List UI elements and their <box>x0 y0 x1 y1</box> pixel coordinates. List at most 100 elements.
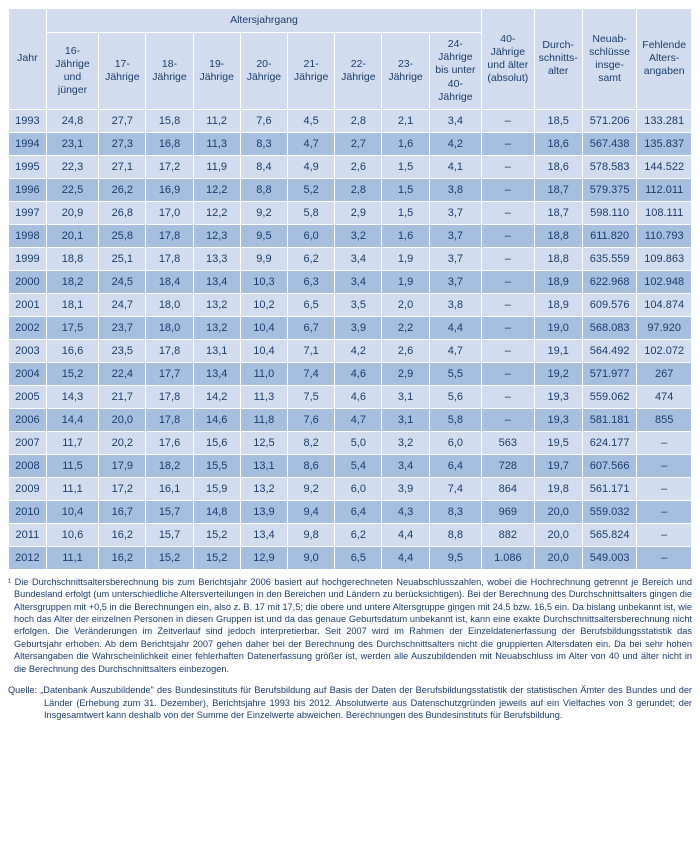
cell: 15,2 <box>193 546 240 569</box>
cell: 1,5 <box>382 201 429 224</box>
cell: 2002 <box>9 316 47 339</box>
cell: 24,8 <box>46 109 98 132</box>
cell: 578.583 <box>582 155 637 178</box>
cell: 3,2 <box>382 431 429 454</box>
cell: – <box>482 224 534 247</box>
cell: 1994 <box>9 132 47 155</box>
cell: 16,8 <box>146 132 193 155</box>
cell: 474 <box>637 385 692 408</box>
table-row: 201211,116,215,215,212,99,06,54,49,51.08… <box>9 546 692 569</box>
cell: 25,1 <box>99 247 146 270</box>
cell: 15,2 <box>193 523 240 546</box>
cell: 563 <box>482 431 534 454</box>
cell: 3,4 <box>335 270 382 293</box>
cell: – <box>482 362 534 385</box>
table-row: 200614,420,017,814,611,87,64,73,15,8–19,… <box>9 408 692 431</box>
cell: 3,9 <box>382 477 429 500</box>
cell: 109.863 <box>637 247 692 270</box>
cell: 3,5 <box>335 293 382 316</box>
cell: 635.559 <box>582 247 637 270</box>
cell: 11,9 <box>193 155 240 178</box>
cell: 3,1 <box>382 385 429 408</box>
cell: 27,3 <box>99 132 146 155</box>
table-row: 200316,623,517,813,110,47,14,22,64,7–19,… <box>9 339 692 362</box>
cell: 564.492 <box>582 339 637 362</box>
cell: 19,7 <box>534 454 582 477</box>
cell: 12,3 <box>193 224 240 247</box>
cell: 19,3 <box>534 408 582 431</box>
cell: 11,1 <box>46 546 98 569</box>
cell: 102.072 <box>637 339 692 362</box>
cell: 3,8 <box>429 178 481 201</box>
cell: 969 <box>482 500 534 523</box>
cell: 611.820 <box>582 224 637 247</box>
cell: – <box>482 155 534 178</box>
col-age-16: 16-Jährige und jünger <box>46 33 98 110</box>
cell: 13,2 <box>193 316 240 339</box>
cell: 3,7 <box>429 247 481 270</box>
cell: 3,4 <box>429 109 481 132</box>
cell: 571.977 <box>582 362 637 385</box>
cell: 8,8 <box>240 178 287 201</box>
cell: 3,7 <box>429 201 481 224</box>
cell: 882 <box>482 523 534 546</box>
cell: 10,2 <box>240 293 287 316</box>
cell: 16,6 <box>46 339 98 362</box>
cell: 15,2 <box>146 546 193 569</box>
table-row: 200514,321,717,814,211,37,54,63,15,6–19,… <box>9 385 692 408</box>
cell: 4,1 <box>429 155 481 178</box>
cell: 20,0 <box>534 546 582 569</box>
cell: – <box>637 477 692 500</box>
cell: 1993 <box>9 109 47 132</box>
cell: 2009 <box>9 477 47 500</box>
cell: 6,0 <box>288 224 335 247</box>
cell: 19,0 <box>534 316 582 339</box>
cell: 4,2 <box>429 132 481 155</box>
cell: 2004 <box>9 362 47 385</box>
cell: 2011 <box>9 523 47 546</box>
cell: 4,3 <box>382 500 429 523</box>
cell: 581.181 <box>582 408 637 431</box>
cell: 9,0 <box>288 546 335 569</box>
age-distribution-table: Jahr Altersjahrgang 40-Jährige und älter… <box>8 8 692 570</box>
cell: 133.281 <box>637 109 692 132</box>
cell: 19,2 <box>534 362 582 385</box>
cell: 25,8 <box>99 224 146 247</box>
cell: 571.206 <box>582 109 637 132</box>
cell: 4,4 <box>429 316 481 339</box>
cell: 2006 <box>9 408 47 431</box>
cell: 15,6 <box>193 431 240 454</box>
cell: 4,9 <box>288 155 335 178</box>
cell: – <box>637 546 692 569</box>
cell: 11,8 <box>240 408 287 431</box>
cell: 2,8 <box>335 109 382 132</box>
cell: 104.874 <box>637 293 692 316</box>
cell: 112.011 <box>637 178 692 201</box>
cell: 2,2 <box>382 316 429 339</box>
cell: 9,8 <box>288 523 335 546</box>
cell: 4,2 <box>335 339 382 362</box>
table-row: 201110,616,215,715,213,49,86,24,48,88822… <box>9 523 692 546</box>
cell: 23,5 <box>99 339 146 362</box>
cell: 598.110 <box>582 201 637 224</box>
cell: 17,8 <box>146 408 193 431</box>
cell: 15,2 <box>46 362 98 385</box>
col-40plus: 40-Jährige und älter (absolut) <box>482 9 534 110</box>
cell: 6,5 <box>288 293 335 316</box>
cell: 22,3 <box>46 155 98 178</box>
cell: 18,8 <box>534 247 582 270</box>
cell: 1,5 <box>382 178 429 201</box>
cell: 1,6 <box>382 132 429 155</box>
cell: 1995 <box>9 155 47 178</box>
table-row: 200415,222,417,713,411,07,44,62,95,5–19,… <box>9 362 692 385</box>
cell: 14,6 <box>193 408 240 431</box>
table-row: 199720,926,817,012,29,25,82,91,53,7–18,7… <box>9 201 692 224</box>
cell: 10,4 <box>46 500 98 523</box>
cell: – <box>482 109 534 132</box>
cell: 14,8 <box>193 500 240 523</box>
table-row: 200811,517,918,215,513,18,65,43,46,47281… <box>9 454 692 477</box>
cell: 13,2 <box>240 477 287 500</box>
cell: 2000 <box>9 270 47 293</box>
cell: 1,6 <box>382 224 429 247</box>
cell: 102.948 <box>637 270 692 293</box>
